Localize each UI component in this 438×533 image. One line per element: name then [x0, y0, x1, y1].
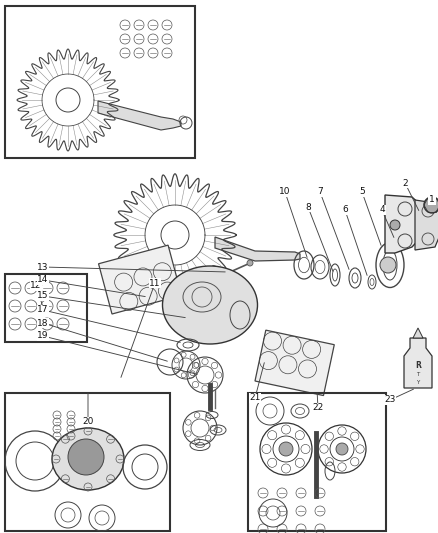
Text: 21: 21	[249, 393, 261, 402]
Text: 12: 12	[30, 281, 42, 290]
Text: 11: 11	[149, 279, 161, 287]
Circle shape	[424, 197, 438, 213]
Text: 2: 2	[402, 179, 408, 188]
Polygon shape	[404, 338, 432, 388]
Text: 5: 5	[359, 188, 365, 197]
Text: 1: 1	[429, 196, 435, 205]
Text: 14: 14	[37, 276, 49, 285]
Bar	[5, 274, 87, 342]
Ellipse shape	[52, 428, 124, 490]
Text: 10: 10	[279, 188, 291, 197]
Circle shape	[68, 439, 104, 475]
Polygon shape	[98, 101, 181, 130]
Polygon shape	[385, 195, 428, 253]
Text: Y: Y	[417, 379, 420, 384]
Circle shape	[279, 442, 293, 456]
Bar	[5, 393, 170, 531]
Text: 4: 4	[379, 206, 385, 214]
Text: R: R	[415, 360, 421, 369]
Text: 13: 13	[37, 262, 49, 271]
Text: 7: 7	[317, 188, 323, 197]
Text: 18: 18	[37, 319, 49, 327]
Text: 8: 8	[305, 203, 311, 212]
Text: 17: 17	[37, 305, 49, 314]
Text: T: T	[417, 373, 420, 377]
Text: 15: 15	[37, 292, 49, 301]
Polygon shape	[215, 237, 300, 261]
Circle shape	[247, 260, 253, 266]
Text: 6: 6	[342, 206, 348, 214]
Text: 22: 22	[312, 403, 324, 413]
Bar	[255, 330, 334, 395]
Text: 19: 19	[37, 332, 49, 341]
Text: 20: 20	[82, 417, 94, 426]
Ellipse shape	[162, 266, 258, 344]
Bar	[5, 6, 195, 158]
Circle shape	[336, 443, 348, 455]
Text: 23: 23	[384, 395, 396, 405]
Polygon shape	[415, 200, 438, 250]
Polygon shape	[413, 328, 423, 338]
Circle shape	[380, 257, 396, 273]
Bar	[248, 393, 386, 531]
Bar	[99, 245, 181, 314]
Circle shape	[390, 220, 400, 230]
